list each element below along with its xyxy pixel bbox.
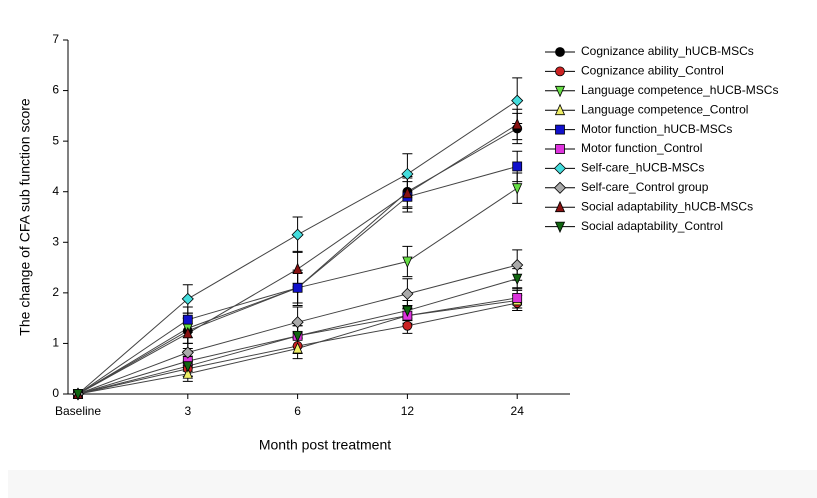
data-point [402, 305, 413, 318]
legend-label: Social adaptability_Control [581, 219, 723, 233]
legend-label: Language competence_hUCB-MSCs [581, 83, 778, 97]
legend-label: Social adaptability_hUCB-MSCs [581, 199, 753, 213]
x-axis-title: Month post treatment [259, 437, 391, 453]
data-point [182, 367, 193, 379]
legend-marker [554, 221, 566, 234]
legend-marker [554, 85, 566, 98]
data-point [511, 258, 524, 272]
x-tick-label: 3 [184, 404, 191, 418]
data-point [292, 342, 303, 354]
legend-label: Cognizance ability_hUCB-MSCs [581, 44, 754, 58]
y-tick-label: 4 [52, 184, 59, 198]
data-point [182, 361, 193, 373]
caption-area [8, 470, 817, 498]
data-point [292, 282, 303, 293]
data-point [72, 389, 84, 401]
legend-marker [555, 66, 565, 77]
data-point [512, 273, 523, 286]
data-point [182, 314, 193, 325]
data-point [512, 293, 523, 303]
legend-label: Motor function_hUCB-MSCs [581, 122, 732, 136]
legend-label: Self-care_Control group [581, 180, 709, 194]
legend-label: Language competence_Control [581, 102, 748, 116]
legend-label: Cognizance ability_Control [581, 64, 724, 78]
data-point [401, 167, 414, 181]
data-point [291, 316, 304, 329]
x-tick-label: 6 [294, 404, 301, 418]
y-tick-label: 5 [52, 133, 59, 147]
y-tick-label: 3 [52, 234, 59, 248]
y-tick-label: 0 [52, 386, 59, 400]
data-point [512, 161, 523, 172]
x-tick-label: 24 [511, 404, 525, 418]
x-tick-label: Baseline [55, 404, 101, 418]
legend-marker [555, 124, 565, 135]
data-point [181, 346, 194, 359]
legend-marker [555, 47, 565, 57]
y-tick-label: 7 [52, 32, 59, 46]
data-point [402, 186, 413, 199]
legend-label: Self-care_hUCB-MSCs [581, 161, 704, 175]
data-point [511, 94, 524, 107]
y-tick-label: 2 [52, 285, 59, 299]
y-tick-label: 6 [52, 83, 59, 97]
legend-marker [553, 162, 567, 175]
data-point [182, 326, 193, 339]
legend-marker [555, 144, 565, 154]
y-tick-label: 1 [52, 336, 59, 350]
data-point [402, 320, 413, 331]
legend-marker [554, 103, 566, 116]
data-point [512, 117, 523, 130]
data-point [181, 292, 194, 305]
data-point [292, 330, 303, 343]
legend-marker [554, 200, 566, 213]
data-point [292, 262, 303, 274]
data-point [291, 228, 304, 241]
data-point [512, 183, 523, 195]
legend-marker [553, 181, 567, 194]
data-point [402, 256, 413, 268]
y-axis-title: The change of CFA sub function score [17, 98, 33, 336]
legend-label: Motor function_Control [581, 141, 702, 155]
x-tick-label: 12 [401, 404, 415, 418]
data-point [401, 287, 414, 300]
